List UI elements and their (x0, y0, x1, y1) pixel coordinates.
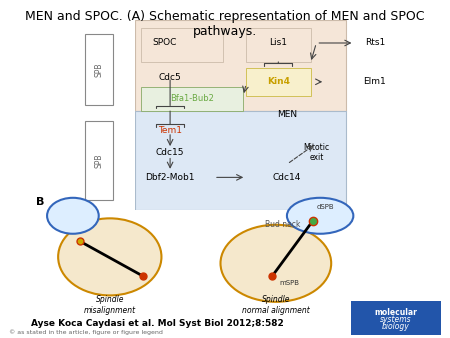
FancyBboxPatch shape (351, 301, 441, 335)
FancyBboxPatch shape (85, 121, 113, 200)
Text: Dbf2-Mob1: Dbf2-Mob1 (145, 173, 195, 182)
Text: MEN and SPOC. (A) Schematic representation of MEN and SPOC pathways.: MEN and SPOC. (A) Schematic representati… (25, 10, 425, 38)
Text: © as stated in the article, figure or figure legend: © as stated in the article, figure or fi… (9, 329, 163, 335)
Text: Cdc14: Cdc14 (273, 173, 302, 182)
Text: SPB: SPB (94, 62, 104, 77)
Text: Bfa1-Bub2: Bfa1-Bub2 (170, 94, 214, 103)
Ellipse shape (220, 225, 331, 302)
Text: Rts1: Rts1 (364, 39, 385, 48)
Text: Elm1: Elm1 (364, 77, 386, 86)
Text: molecular: molecular (374, 308, 418, 317)
Text: biology: biology (382, 322, 410, 331)
FancyBboxPatch shape (246, 68, 310, 96)
Text: mSPB: mSPB (279, 280, 300, 286)
Ellipse shape (287, 198, 353, 234)
Ellipse shape (47, 198, 99, 234)
Text: SPB: SPB (94, 153, 104, 168)
Text: Bud neck: Bud neck (265, 220, 300, 229)
Text: systems: systems (380, 315, 412, 324)
FancyBboxPatch shape (141, 87, 243, 111)
FancyBboxPatch shape (141, 28, 223, 62)
Text: Kin4: Kin4 (267, 77, 290, 86)
FancyBboxPatch shape (135, 111, 346, 210)
FancyBboxPatch shape (85, 33, 113, 105)
Text: Ayse Koca Caydasi et al. Mol Syst Biol 2012;8:582: Ayse Koca Caydasi et al. Mol Syst Biol 2… (31, 319, 284, 328)
Text: Mitotic
exit: Mitotic exit (303, 143, 329, 163)
Text: Cdc15: Cdc15 (156, 148, 184, 157)
Text: B: B (36, 196, 45, 207)
Text: Spindle
normal alignment: Spindle normal alignment (242, 295, 310, 315)
FancyBboxPatch shape (246, 28, 310, 62)
Ellipse shape (58, 218, 162, 295)
FancyBboxPatch shape (135, 20, 346, 111)
Text: SPOC: SPOC (152, 39, 176, 48)
Text: Lis1: Lis1 (269, 39, 287, 48)
Text: MEN: MEN (277, 111, 297, 119)
Text: Cdc5: Cdc5 (159, 73, 181, 81)
Text: Tem1: Tem1 (158, 125, 182, 135)
Text: Spindle
misalignment: Spindle misalignment (84, 295, 136, 315)
Text: dSPB: dSPB (316, 204, 334, 210)
